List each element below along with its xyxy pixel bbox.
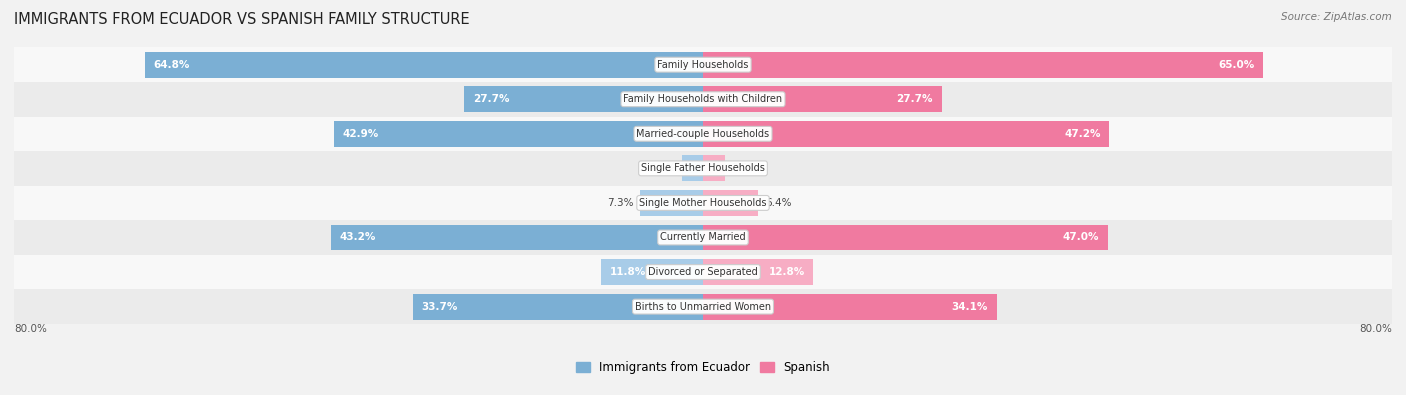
Text: Family Households with Children: Family Households with Children	[623, 94, 783, 104]
Text: 42.9%: 42.9%	[342, 129, 378, 139]
Text: 6.4%: 6.4%	[765, 198, 792, 208]
Bar	[14, 82, 1392, 117]
Text: Source: ZipAtlas.com: Source: ZipAtlas.com	[1281, 12, 1392, 22]
Bar	[333, 121, 703, 147]
Text: 80.0%: 80.0%	[1360, 324, 1392, 334]
Bar	[703, 259, 813, 285]
Text: 12.8%: 12.8%	[768, 267, 804, 277]
Text: Divorced or Separated: Divorced or Separated	[648, 267, 758, 277]
Bar	[703, 224, 1108, 250]
Bar	[682, 155, 703, 181]
Text: IMMIGRANTS FROM ECUADOR VS SPANISH FAMILY STRUCTURE: IMMIGRANTS FROM ECUADOR VS SPANISH FAMIL…	[14, 12, 470, 27]
Text: Single Father Households: Single Father Households	[641, 164, 765, 173]
Bar	[703, 52, 1263, 78]
Text: Family Households: Family Households	[658, 60, 748, 70]
Text: 2.5%: 2.5%	[731, 164, 758, 173]
Text: Single Mother Households: Single Mother Households	[640, 198, 766, 208]
Text: 80.0%: 80.0%	[14, 324, 46, 334]
Text: 11.8%: 11.8%	[610, 267, 647, 277]
Legend: Immigrants from Ecuador, Spanish: Immigrants from Ecuador, Spanish	[571, 356, 835, 379]
Text: Married-couple Households: Married-couple Households	[637, 129, 769, 139]
Bar	[14, 151, 1392, 186]
Text: 34.1%: 34.1%	[952, 302, 988, 312]
Text: 64.8%: 64.8%	[153, 60, 190, 70]
Bar	[330, 224, 703, 250]
Text: 7.3%: 7.3%	[607, 198, 633, 208]
Bar	[703, 190, 758, 216]
Bar	[14, 117, 1392, 151]
Bar	[413, 293, 703, 320]
Bar	[703, 155, 724, 181]
Text: 47.0%: 47.0%	[1063, 233, 1099, 243]
Text: 2.4%: 2.4%	[650, 164, 675, 173]
Text: 65.0%: 65.0%	[1218, 60, 1254, 70]
Text: 27.7%: 27.7%	[897, 94, 934, 104]
Text: 47.2%: 47.2%	[1064, 129, 1101, 139]
Text: 43.2%: 43.2%	[340, 233, 375, 243]
Text: Currently Married: Currently Married	[661, 233, 745, 243]
Bar	[14, 47, 1392, 82]
Text: 33.7%: 33.7%	[422, 302, 458, 312]
Text: 27.7%: 27.7%	[472, 94, 509, 104]
Bar	[703, 121, 1109, 147]
Text: Births to Unmarried Women: Births to Unmarried Women	[636, 302, 770, 312]
Bar	[640, 190, 703, 216]
Bar	[464, 86, 703, 112]
Bar	[703, 86, 942, 112]
Bar	[14, 255, 1392, 289]
Bar	[14, 220, 1392, 255]
Bar	[14, 186, 1392, 220]
Bar	[703, 293, 997, 320]
Bar	[602, 259, 703, 285]
Bar	[145, 52, 703, 78]
Bar	[14, 289, 1392, 324]
